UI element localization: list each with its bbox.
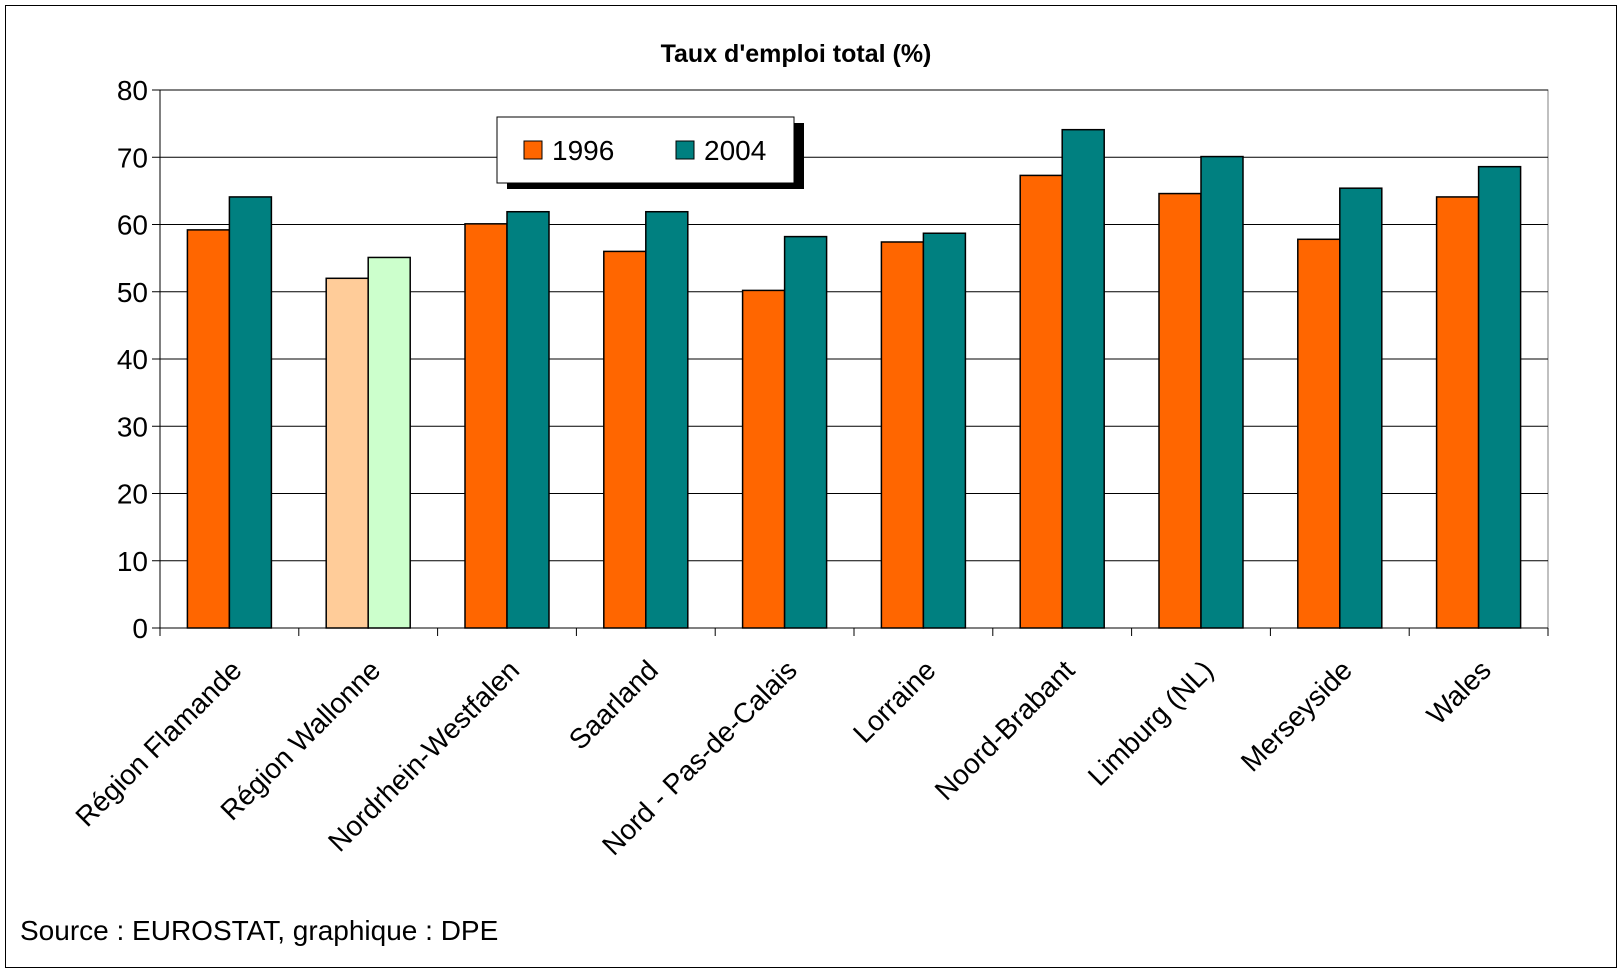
category-label: Limburg (NL)	[1082, 654, 1219, 791]
bar-2004	[1477, 165, 1522, 629]
bar-2004	[1200, 155, 1244, 629]
bar-1996	[325, 277, 369, 629]
bar-1996	[1297, 238, 1341, 629]
bar-1996	[1435, 196, 1480, 629]
legend-label-1996: 1996	[552, 135, 614, 166]
bar-2004	[228, 196, 273, 629]
bar-2004	[922, 232, 967, 629]
bar-2004	[645, 210, 689, 629]
category-label: Lorraine	[847, 654, 942, 749]
category-label: Saarland	[563, 654, 664, 755]
bar-1996	[741, 289, 786, 629]
source-note: Source : EUROSTAT, graphique : DPE	[20, 915, 499, 946]
legend-box	[496, 116, 795, 184]
bar-1996	[1158, 192, 1202, 629]
category-label: Merseyside	[1235, 654, 1358, 777]
y-tick-label: 70	[117, 142, 148, 173]
axes	[152, 89, 1549, 636]
bar-2004	[367, 256, 411, 629]
legend-label-2004: 2004	[704, 135, 766, 166]
bar-2004	[506, 210, 550, 629]
bar-1996	[464, 223, 508, 629]
y-tick-label: 80	[117, 75, 148, 106]
bar-1996	[186, 229, 231, 629]
chart-title: Taux d'emploi total (%)	[661, 40, 932, 68]
bar-1996	[603, 250, 647, 629]
y-tick-label: 40	[117, 344, 148, 375]
bar-2004	[1339, 187, 1383, 629]
y-tick-label: 20	[117, 479, 148, 510]
category-label: Noord-Brabant	[929, 654, 1081, 806]
bars	[186, 128, 1522, 629]
legend-swatch-2004	[675, 140, 695, 160]
bar-2004	[1061, 128, 1105, 629]
bar-2004	[783, 235, 828, 629]
category-label: Wales	[1421, 654, 1497, 730]
y-tick-label: 10	[117, 546, 148, 577]
y-tick-label: 30	[117, 411, 148, 442]
bar-1996	[1019, 174, 1063, 629]
y-tick-label: 60	[117, 210, 148, 241]
y-tick-label: 50	[117, 277, 148, 308]
legend-swatch-1996	[523, 140, 543, 160]
legend: 1996 2004	[496, 116, 804, 189]
y-tick-label: 0	[132, 613, 148, 644]
bar-1996	[880, 241, 925, 629]
